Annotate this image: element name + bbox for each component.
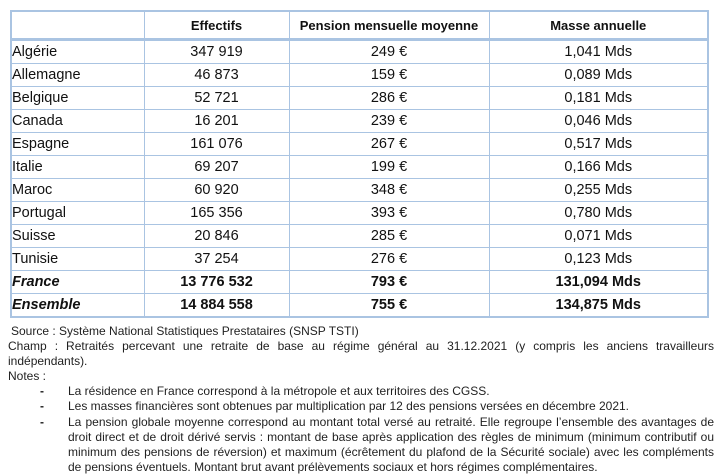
effectifs-cell: 69 207 <box>143 155 290 179</box>
champ-line: Champ : Retraités percevant une retraite… <box>8 339 714 369</box>
effectifs-cell: 161 076 <box>143 132 290 156</box>
country-cell: Maroc <box>10 178 145 202</box>
table-row: France 13 776 532 793 € 131,094 Mds <box>10 270 709 294</box>
table-row: Tunisie 37 254 276 € 0,123 Mds <box>10 247 709 271</box>
masse-cell: 0,780 Mds <box>488 201 709 225</box>
country-cell: Tunisie <box>10 247 145 271</box>
country-cell: Canada <box>10 109 145 133</box>
pension-cell: 393 € <box>288 201 490 225</box>
table-row: Canada 16 201 239 € 0,046 Mds <box>10 109 709 133</box>
notes-label: Notes : <box>8 369 47 384</box>
country-cell: Algérie <box>10 39 145 64</box>
effectifs-cell: 14 884 558 <box>143 293 290 318</box>
column-header-pension: Pension mensuelle moyenne <box>288 10 490 41</box>
table-header-row: Effectifs Pension mensuelle moyenne Mass… <box>10 10 709 41</box>
table-row: Espagne 161 076 267 € 0,517 Mds <box>10 132 709 156</box>
pension-cell: 159 € <box>288 63 490 87</box>
masse-cell: 134,875 Mds <box>488 293 709 318</box>
country-cell: Suisse <box>10 224 145 248</box>
table-row: Suisse 20 846 285 € 0,071 Mds <box>10 224 709 248</box>
masse-cell: 0,255 Mds <box>488 178 709 202</box>
pension-cell: 348 € <box>288 178 490 202</box>
masse-cell: 0,089 Mds <box>488 63 709 87</box>
pension-cell: 267 € <box>288 132 490 156</box>
table-row: Ensemble 14 884 558 755 € 134,875 Mds <box>10 293 709 318</box>
country-cell: France <box>10 270 145 294</box>
column-header-pays <box>10 10 145 41</box>
column-header-effectifs: Effectifs <box>143 10 290 41</box>
masse-cell: 0,181 Mds <box>488 86 709 110</box>
table-row: Belgique 52 721 286 € 0,181 Mds <box>10 86 709 110</box>
effectifs-cell: 46 873 <box>143 63 290 87</box>
source-line: Source : Système National Statistiques P… <box>11 324 359 338</box>
table-row: Portugal 165 356 393 € 0,780 Mds <box>10 201 709 225</box>
note-text: Les masses financières sont obtenues par… <box>68 399 629 414</box>
pension-cell: 239 € <box>288 109 490 133</box>
note-item: - La pension globale moyenne correspond … <box>8 415 714 475</box>
effectifs-cell: 16 201 <box>143 109 290 133</box>
pension-cell: 276 € <box>288 247 490 271</box>
masse-cell: 0,046 Mds <box>488 109 709 133</box>
effectifs-cell: 13 776 532 <box>143 270 290 294</box>
footer-notes: Source : Système National Statistiques P… <box>8 324 714 475</box>
effectifs-cell: 52 721 <box>143 86 290 110</box>
effectifs-cell: 37 254 <box>143 247 290 271</box>
pension-cell: 199 € <box>288 155 490 179</box>
country-cell: Belgique <box>10 86 145 110</box>
note-item: - La résidence en France correspond à la… <box>8 384 714 399</box>
notes-list: - La résidence en France correspond à la… <box>8 384 714 475</box>
dash-bullet: - <box>40 384 44 399</box>
masse-cell: 0,166 Mds <box>488 155 709 179</box>
effectifs-cell: 165 356 <box>143 201 290 225</box>
masse-cell: 0,517 Mds <box>488 132 709 156</box>
dash-bullet: - <box>40 414 44 429</box>
country-cell: Allemagne <box>10 63 145 87</box>
note-text: La pension globale moyenne correspond au… <box>68 414 714 474</box>
country-cell: Italie <box>10 155 145 179</box>
pension-cell: 249 € <box>288 39 490 64</box>
country-cell: Portugal <box>10 201 145 225</box>
pension-statistics-table: Effectifs Pension mensuelle moyenne Mass… <box>10 10 709 318</box>
masse-cell: 0,071 Mds <box>488 224 709 248</box>
pension-cell: 793 € <box>288 270 490 294</box>
pension-cell: 285 € <box>288 224 490 248</box>
masse-cell: 0,123 Mds <box>488 247 709 271</box>
country-cell: Ensemble <box>10 293 145 318</box>
effectifs-cell: 347 919 <box>143 39 290 64</box>
dash-bullet: - <box>40 399 44 414</box>
table-row: Allemagne 46 873 159 € 0,089 Mds <box>10 63 709 87</box>
table-row: Algérie 347 919 249 € 1,041 Mds <box>10 39 709 64</box>
masse-cell: 1,041 Mds <box>488 39 709 64</box>
country-cell: Espagne <box>10 132 145 156</box>
effectifs-cell: 60 920 <box>143 178 290 202</box>
table-row: Italie 69 207 199 € 0,166 Mds <box>10 155 709 179</box>
masse-cell: 131,094 Mds <box>488 270 709 294</box>
effectifs-cell: 20 846 <box>143 224 290 248</box>
table-row: Maroc 60 920 348 € 0,255 Mds <box>10 178 709 202</box>
pension-cell: 755 € <box>288 293 490 318</box>
pension-cell: 286 € <box>288 86 490 110</box>
note-text: La résidence en France correspond à la m… <box>68 384 490 399</box>
column-header-masse: Masse annuelle <box>488 10 709 41</box>
note-item: - Les masses financières sont obtenues p… <box>8 399 714 414</box>
